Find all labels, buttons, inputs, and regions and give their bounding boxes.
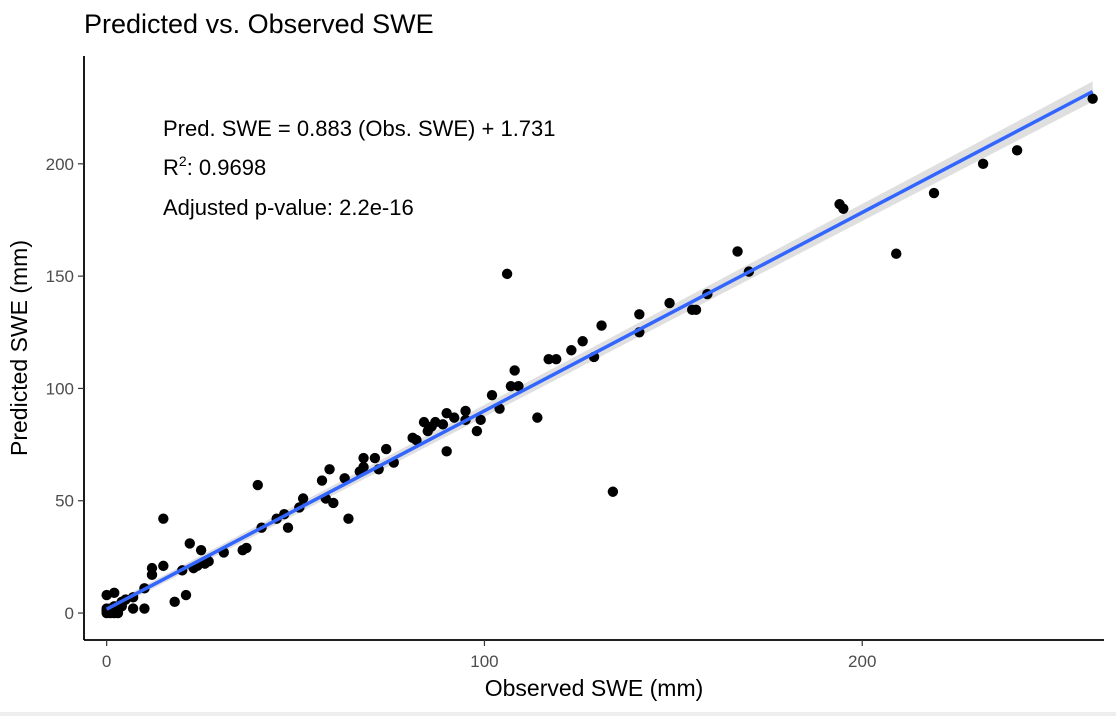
data-point [690, 304, 702, 316]
data-point [241, 542, 252, 554]
r-squared-annotation: R2: 0.9698 [163, 153, 266, 180]
points-layer [101, 93, 1098, 619]
y-tick-label: 50 [55, 492, 74, 511]
y-axis-title: Predicted SWE (mm) [6, 240, 32, 456]
data-point [195, 544, 207, 556]
data-point [505, 380, 517, 392]
data-point [369, 452, 381, 464]
data-point [449, 412, 460, 423]
data-point [358, 461, 369, 473]
data-point [139, 603, 150, 614]
data-point [297, 493, 309, 504]
data-point [441, 446, 452, 457]
p-value-annotation: Adjusted p-value: 2.2e-16 [163, 195, 414, 220]
data-point [418, 416, 430, 428]
data-point [543, 354, 554, 365]
data-point [1011, 145, 1023, 156]
data-point [252, 479, 263, 491]
data-point [109, 587, 120, 599]
data-point [471, 425, 483, 437]
r2-value: : 0.9698 [187, 155, 267, 180]
data-point [732, 246, 743, 257]
data-point [328, 497, 339, 509]
data-point [437, 419, 449, 430]
data-point [158, 513, 169, 524]
data-point [1087, 93, 1098, 104]
data-point [475, 414, 486, 426]
data-point [596, 320, 607, 331]
data-point [169, 596, 180, 608]
data-point [891, 248, 902, 259]
y-tick-label: 150 [46, 267, 74, 286]
data-point [838, 203, 849, 214]
bottom-divider [0, 712, 1116, 716]
data-point [566, 345, 577, 356]
data-point [441, 407, 452, 419]
data-point [607, 486, 619, 497]
x-tick-label: 100 [470, 652, 498, 671]
data-point [551, 354, 562, 365]
data-point [486, 389, 498, 401]
data-point [316, 475, 328, 486]
data-point [184, 538, 195, 549]
data-point [324, 464, 335, 475]
x-tick-label: 200 [848, 652, 876, 671]
data-point [977, 158, 989, 170]
y-tick-label: 100 [46, 379, 74, 398]
data-point [460, 405, 471, 417]
data-point [634, 309, 645, 320]
x-tick-label: 0 [102, 652, 111, 671]
regression-line-layer [105, 89, 1094, 611]
data-point [411, 434, 422, 446]
chart-title: Predicted vs. Observed SWE [84, 9, 434, 39]
data-point [513, 380, 524, 392]
data-point [282, 522, 294, 533]
data-point [532, 412, 543, 423]
data-point [509, 365, 520, 376]
r2-label: R [163, 155, 179, 180]
regression-equation: Pred. SWE = 0.883 (Obs. SWE) + 1.731 [163, 116, 556, 141]
ticks-layer: 0 100 200 0 50 100 150 200 [46, 155, 877, 671]
data-point [358, 452, 369, 464]
data-point [127, 603, 139, 614]
data-point [343, 513, 354, 524]
regression-line [105, 89, 1094, 611]
data-point [928, 187, 940, 199]
r2-superscript: 2 [179, 153, 187, 169]
data-point [501, 268, 513, 280]
x-axis-title: Observed SWE (mm) [485, 675, 704, 701]
data-point [664, 297, 675, 309]
y-tick-label: 200 [46, 155, 74, 174]
data-point [577, 336, 588, 347]
y-tick-label: 0 [65, 604, 74, 623]
data-point [381, 443, 392, 455]
data-point [180, 589, 192, 601]
data-point [146, 562, 158, 574]
data-point [158, 560, 169, 572]
